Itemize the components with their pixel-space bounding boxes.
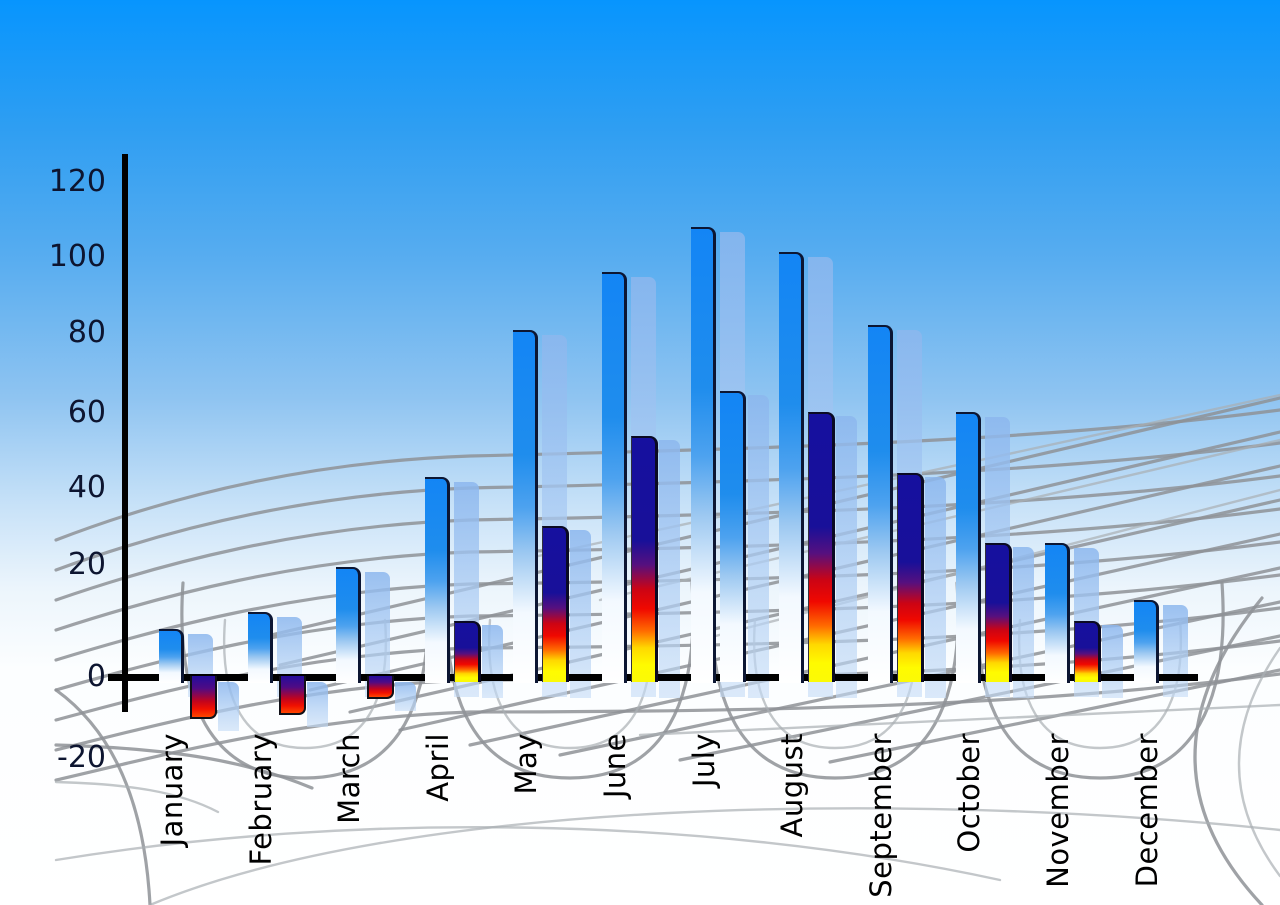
y-tick-label: 60 [67,395,106,430]
month-label: December [1129,733,1164,888]
month-label: August [775,733,810,838]
y-tick-label: -20 [57,740,106,775]
ghost-bar-secondary-negative [395,682,417,711]
grid-line [54,780,220,814]
bar-secondary [985,542,1013,682]
bar-secondary-negative [190,676,217,719]
month-label: February [243,733,278,866]
ghost-bar-secondary [659,440,680,698]
ghost-bar-primary [1162,605,1188,697]
y-axis-line [122,154,128,712]
ghost-bar-secondary [1013,546,1035,698]
bar-secondary-negative [367,676,395,699]
month-label: October [952,733,987,853]
month-label: July [686,733,721,788]
month-label: March [332,733,367,824]
grid-line [54,825,1002,882]
bar-primary [247,612,273,683]
ghost-bar-secondary [1102,624,1123,698]
bar-secondary [542,526,570,682]
bar-secondary [453,620,481,682]
ghost-bar-secondary [570,530,592,698]
bar-primary [513,329,539,683]
month-label: May [509,733,544,795]
ghost-bar-secondary-negative [306,682,328,727]
grid-line [148,807,1280,905]
bar-primary [956,411,982,683]
ghost-bar-secondary [747,395,769,698]
y-tick-label: 80 [67,315,106,350]
bar-primary [867,325,893,683]
bar-secondary [896,473,924,682]
bar-secondary [808,411,836,682]
y-tick-label: 100 [48,239,106,274]
bar-primary [159,628,184,683]
bar-secondary-negative [278,676,306,715]
grid-line [638,703,1280,737]
grid-line [54,743,314,790]
month-label: January [155,733,189,847]
grid-line [1237,646,1280,878]
grid-line [54,474,1280,602]
y-tick-label: 20 [67,547,106,582]
bar-primary [336,567,362,683]
month-label: April [420,733,455,802]
month-label: June [598,733,632,799]
bar-secondary [631,436,658,682]
bar-primary [1133,600,1159,683]
ghost-bar-secondary [924,477,946,698]
bar-primary [779,251,805,683]
bar-primary [1045,542,1070,683]
ghost-bar-secondary [481,624,503,698]
grid-line [1193,596,1264,905]
month-label: September [863,733,898,898]
ghost-bar-secondary [836,415,858,698]
bar-primary [690,227,716,683]
bar-secondary [719,391,746,682]
grid-line [54,688,152,905]
month-label: November [1041,733,1075,888]
grid-line [54,441,1280,572]
bar-secondary [1074,620,1101,682]
bar-primary [602,272,627,683]
y-tick-label: 40 [67,470,106,505]
bar-primary [424,477,450,683]
ghost-bar-secondary-negative [218,682,239,731]
y-tick-label: 120 [48,164,106,199]
grid-line [54,408,1280,542]
y-tick-label: 0 [86,659,106,694]
